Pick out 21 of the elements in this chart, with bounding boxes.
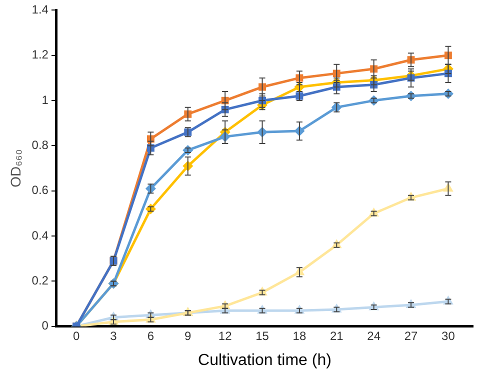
- x-tick-label: 18: [292, 328, 306, 343]
- y-tick-label: 0.2: [32, 274, 49, 288]
- x-tick-label: 27: [404, 328, 418, 343]
- x-tick-label: 24: [367, 328, 381, 343]
- x-tick-label: 21: [330, 328, 344, 343]
- y-tick-label: 0.4: [32, 228, 49, 242]
- x-tick-label: 12: [218, 328, 232, 343]
- y-tick-label: 1.4: [32, 2, 49, 17]
- y-tick-label: 1: [42, 92, 49, 107]
- x-tick-label: 3: [110, 328, 118, 343]
- x-tick-label: 30: [442, 328, 456, 343]
- y-axis-title: OD₆₆₀: [7, 149, 24, 188]
- y-tick-label: 0: [42, 318, 49, 333]
- y-tick-label: 0.8: [32, 138, 49, 152]
- x-axis-title: Cultivation time (h): [198, 352, 332, 369]
- y-tick-label: 1.2: [32, 48, 49, 62]
- y-tick-label: 0.6: [32, 183, 49, 198]
- x-tick-label: 9: [184, 328, 192, 343]
- x-tick-label: 0: [72, 328, 80, 343]
- x-tick-label: 15: [256, 328, 270, 343]
- x-tick-label: 6: [147, 328, 154, 343]
